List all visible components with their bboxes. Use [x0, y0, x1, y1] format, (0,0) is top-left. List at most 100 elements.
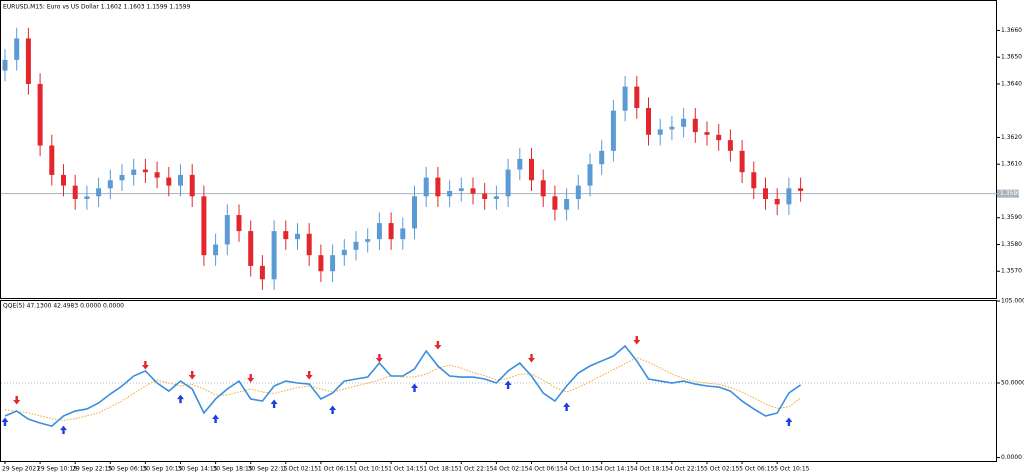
candle-body [224, 215, 230, 245]
candle-body [599, 150, 605, 165]
current-price-box [997, 189, 1019, 198]
x-tick-label: 4 Oct 22:15 [669, 466, 704, 473]
candle-body [564, 199, 570, 210]
x-tick-label: 30 Sep 18:15 [213, 466, 253, 473]
candle-body [201, 196, 207, 256]
candle-body [423, 177, 429, 197]
indicator-title: QQE(5) 47.1300 42.4983 0.0000 0.0000 [3, 303, 124, 310]
candle-body [482, 193, 488, 199]
price-title: EURUSD,M15: Euro vs US Dollar 1.1602 1.1… [3, 4, 191, 11]
candle-body [131, 169, 137, 175]
candle-body [587, 164, 593, 186]
candle-body [306, 233, 312, 256]
x-tick-label: 30 Sep 22:15 [248, 466, 288, 473]
candle-body [575, 185, 581, 199]
candle-body [727, 140, 733, 151]
candle-body [376, 223, 382, 240]
buy-arrow [177, 394, 184, 404]
candle-body [2, 59, 8, 71]
candle-body [692, 118, 698, 133]
price-panel-frame [0, 0, 997, 299]
candle-body [25, 38, 31, 84]
candle-body [610, 110, 616, 151]
buy-arrow [504, 380, 512, 390]
x-tick-label: 5 Oct 10:15 [774, 466, 809, 473]
candle-body [84, 196, 90, 199]
candle-body [61, 174, 66, 186]
x-tick-label: 30 Sep 06:15 [107, 466, 147, 473]
candle-body [669, 126, 675, 130]
x-tick-label: 30 Sep 14:15 [178, 466, 218, 473]
x-tick-label: 29 Sep 10:15 [37, 466, 77, 473]
y-tick-label: 1.3650 [1001, 54, 1022, 61]
candle-body [447, 190, 453, 197]
candle-body [72, 185, 78, 199]
y-tick-label: 1.3580 [1001, 241, 1022, 248]
x-tick-label: 1 Oct 22:15 [458, 466, 493, 473]
x-tick-label: 4 Oct 10:15 [564, 466, 599, 473]
candle-body [634, 86, 640, 109]
candle-body [540, 180, 546, 197]
candle-body [493, 196, 499, 199]
x-tick-label: 1 Oct 02:15 [283, 466, 318, 473]
candle-body [37, 83, 43, 146]
y-tick-label: 105.0000 [1001, 298, 1024, 305]
buy-arrow [563, 402, 571, 411]
candle-body [154, 172, 160, 178]
candle-body [330, 255, 336, 272]
candle-body [318, 255, 324, 272]
candle-body [388, 223, 394, 240]
x-tick-label: 4 Oct 02:15 [493, 466, 528, 473]
x-tick-label: 1 Oct 06:15 [318, 466, 353, 473]
candle-body [400, 228, 406, 240]
candle-body [248, 231, 254, 266]
candle-body [786, 188, 792, 205]
candle-body [716, 134, 722, 141]
x-tick-label: 5 Oct 02:15 [704, 466, 739, 473]
sell-arrow [305, 371, 313, 380]
x-tick-label: 30 Sep 10:15 [142, 466, 182, 473]
x-tick-label: 4 Oct 14:15 [599, 466, 634, 473]
candle-body [365, 239, 371, 242]
x-tick-label: 29 Sep 2021 [2, 466, 40, 473]
sell-arrow [434, 341, 442, 350]
candle-body [751, 172, 757, 189]
y-tick-label: 50.0000 [1001, 380, 1024, 387]
candle-body [178, 174, 183, 186]
y-tick-label: 1.3640 [1001, 80, 1022, 87]
candle-body [119, 174, 125, 181]
indicator-line [4, 357, 801, 421]
candle-body [529, 158, 534, 181]
candle-body [236, 215, 242, 232]
candle-body [739, 150, 745, 173]
buy-arrow [60, 425, 67, 435]
x-tick-label: 4 Oct 18:15 [634, 466, 669, 473]
candle-body [341, 249, 347, 256]
candle-body [505, 169, 511, 197]
candle-body [458, 188, 464, 191]
candle-body [142, 169, 148, 173]
current-price-label: 1.3599 [1000, 190, 1021, 197]
y-tick-label: 1.3610 [1001, 161, 1022, 168]
candle-body [763, 188, 768, 199]
x-tick-label: 1 Oct 10:15 [353, 466, 388, 473]
buy-arrow [212, 414, 220, 424]
candle-body [704, 132, 710, 135]
candle-body [49, 145, 55, 175]
x-tick-label: 1 Oct 14:15 [388, 466, 423, 473]
candle-body [353, 241, 359, 250]
buy-arrow [1, 417, 9, 427]
buy-arrow [270, 399, 278, 408]
indicator-line [4, 344, 802, 427]
x-tick-label: 1 Oct 18:15 [423, 466, 458, 473]
candle-body [189, 174, 195, 197]
sell-arrow [528, 354, 535, 363]
y-tick-label: 0.0000 [1001, 454, 1022, 461]
candle-body [96, 188, 102, 197]
candle-body [213, 244, 219, 256]
buy-arrow [329, 405, 337, 414]
sell-arrow [375, 354, 383, 363]
